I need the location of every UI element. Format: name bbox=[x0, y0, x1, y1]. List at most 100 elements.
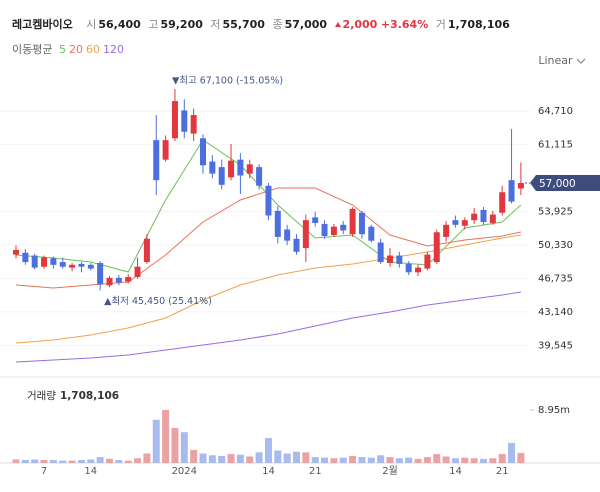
volume-bar bbox=[508, 442, 516, 463]
field-label: 저 bbox=[210, 18, 221, 31]
legend-entry: 120 bbox=[102, 43, 124, 56]
candle-body bbox=[256, 167, 263, 186]
change-pct: +3.64% bbox=[380, 18, 429, 31]
stock-name: 레고켐바이오 bbox=[12, 18, 73, 31]
scale-label[interactable]: Linear bbox=[538, 54, 573, 67]
volume-bar bbox=[386, 457, 394, 463]
ma-line bbox=[15, 139, 522, 273]
candle-body bbox=[368, 226, 375, 241]
candle-body bbox=[237, 159, 244, 176]
y-tick-label: 53,925 bbox=[538, 207, 573, 218]
candle-body bbox=[480, 209, 487, 223]
candle-body bbox=[284, 229, 291, 241]
volume-value: 1,708,106 bbox=[60, 390, 119, 402]
candle-body bbox=[97, 262, 104, 285]
volume-bar bbox=[49, 460, 57, 463]
y-tick-label: 43,140 bbox=[538, 307, 573, 318]
volume-bar bbox=[395, 458, 403, 463]
volume-bar bbox=[218, 455, 226, 463]
candle-body bbox=[302, 220, 309, 249]
volume-bar bbox=[77, 460, 85, 463]
volume-bar bbox=[106, 458, 113, 463]
high-annotation: ▼최고 67,100 (-15.05%) bbox=[172, 75, 283, 86]
field-value: 57,000 bbox=[284, 18, 328, 31]
volume-bar bbox=[236, 454, 244, 463]
x-tick-label: 2월 bbox=[382, 465, 398, 477]
candle-body bbox=[69, 264, 76, 268]
volume-bar bbox=[246, 456, 254, 463]
volume-bar bbox=[162, 409, 170, 463]
volume-bar bbox=[96, 457, 104, 463]
volume-bar bbox=[330, 458, 338, 463]
candle-body bbox=[125, 276, 132, 282]
legend-entry: 60 bbox=[85, 43, 100, 56]
volume-bar bbox=[264, 438, 272, 463]
field-value: 1,708,106 bbox=[447, 18, 510, 31]
x-tick-label: 7 bbox=[41, 466, 47, 477]
candle-body bbox=[489, 214, 496, 223]
volume-bar bbox=[423, 457, 431, 463]
scale-dropdown[interactable]: Linear bbox=[538, 54, 586, 67]
candle-body bbox=[265, 185, 272, 216]
candle-body bbox=[218, 167, 225, 185]
candle-body bbox=[78, 263, 85, 267]
volume-bar bbox=[12, 459, 20, 463]
volume-bar bbox=[143, 453, 151, 463]
legend-entry: 20 bbox=[68, 43, 83, 56]
volume-bar bbox=[480, 458, 487, 463]
volume-bar bbox=[433, 454, 441, 463]
volume-bar bbox=[227, 454, 235, 463]
candle-body bbox=[461, 220, 468, 226]
candle-body bbox=[50, 258, 57, 265]
candle-body bbox=[433, 232, 440, 263]
candle-body bbox=[134, 266, 141, 277]
volume-bar bbox=[377, 455, 385, 463]
candle-body bbox=[377, 242, 384, 263]
candle-body bbox=[358, 212, 365, 235]
legend-entry: 5 bbox=[58, 43, 66, 56]
volume-bar bbox=[311, 457, 319, 463]
volume-bar bbox=[21, 460, 29, 463]
volume-bar bbox=[358, 457, 366, 463]
candle-body bbox=[312, 217, 319, 223]
candle-body bbox=[340, 224, 347, 231]
x-tick-label: 14 bbox=[84, 466, 97, 477]
x-tick-label: 21 bbox=[496, 466, 509, 477]
field-label: 시 bbox=[86, 18, 97, 31]
chevron[interactable] bbox=[576, 58, 586, 65]
candle-body bbox=[13, 249, 19, 255]
volume-bar bbox=[199, 453, 207, 463]
volume-bar bbox=[498, 454, 506, 463]
volume-bar bbox=[255, 452, 263, 463]
candle-body bbox=[424, 254, 431, 269]
candle-body bbox=[443, 224, 450, 237]
candle-body bbox=[321, 223, 328, 236]
ma-legend-title: 이동평균 bbox=[12, 43, 53, 56]
volume-title: 거래량 1,708,106 bbox=[27, 390, 119, 402]
volume-bar bbox=[414, 458, 422, 463]
candle-body bbox=[405, 263, 412, 273]
y-tick-label: 50,330 bbox=[538, 240, 573, 251]
y-tick-label: 39,545 bbox=[538, 340, 573, 351]
volume-bar bbox=[283, 453, 291, 463]
x-tick-label: 2024 bbox=[172, 466, 197, 477]
volume-bar bbox=[489, 458, 497, 463]
candle-body bbox=[59, 262, 66, 267]
volume-bar bbox=[321, 457, 329, 463]
volume-bar bbox=[68, 460, 76, 463]
candle-body bbox=[200, 138, 206, 166]
field-label: 종 bbox=[272, 18, 283, 31]
candle-body bbox=[330, 226, 337, 236]
volume-bar bbox=[470, 458, 478, 463]
candle-body bbox=[499, 192, 506, 213]
volume-bar bbox=[442, 456, 450, 463]
field-label: 거 bbox=[435, 18, 446, 31]
candle-body bbox=[162, 140, 169, 160]
candle-body bbox=[293, 238, 300, 252]
low-annotation: ▲최저 45,450 (25.41%) bbox=[104, 296, 212, 307]
x-tick-label: 21 bbox=[309, 466, 322, 477]
ma-line bbox=[15, 291, 521, 363]
candle-body bbox=[181, 110, 188, 132]
